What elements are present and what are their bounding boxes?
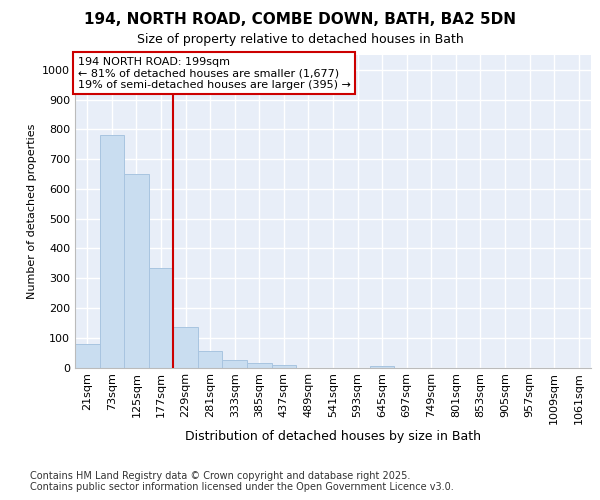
X-axis label: Distribution of detached houses by size in Bath: Distribution of detached houses by size …: [185, 430, 481, 443]
Bar: [198, 351, 223, 368]
Text: 194, NORTH ROAD, COMBE DOWN, BATH, BA2 5DN: 194, NORTH ROAD, COMBE DOWN, BATH, BA2 5…: [84, 12, 516, 28]
Y-axis label: Number of detached properties: Number of detached properties: [26, 124, 37, 299]
Bar: [173, 328, 198, 368]
Bar: [149, 268, 173, 368]
Text: Size of property relative to detached houses in Bath: Size of property relative to detached ho…: [137, 32, 463, 46]
Bar: [124, 174, 149, 368]
Bar: [272, 364, 296, 368]
Bar: [100, 136, 124, 368]
Bar: [247, 363, 272, 368]
Text: 194 NORTH ROAD: 199sqm
← 81% of detached houses are smaller (1,677)
19% of semi-: 194 NORTH ROAD: 199sqm ← 81% of detached…: [77, 56, 350, 90]
Bar: [223, 360, 247, 368]
Bar: [370, 366, 394, 368]
Text: Contains HM Land Registry data © Crown copyright and database right 2025.
Contai: Contains HM Land Registry data © Crown c…: [30, 471, 454, 492]
Bar: [75, 344, 100, 367]
